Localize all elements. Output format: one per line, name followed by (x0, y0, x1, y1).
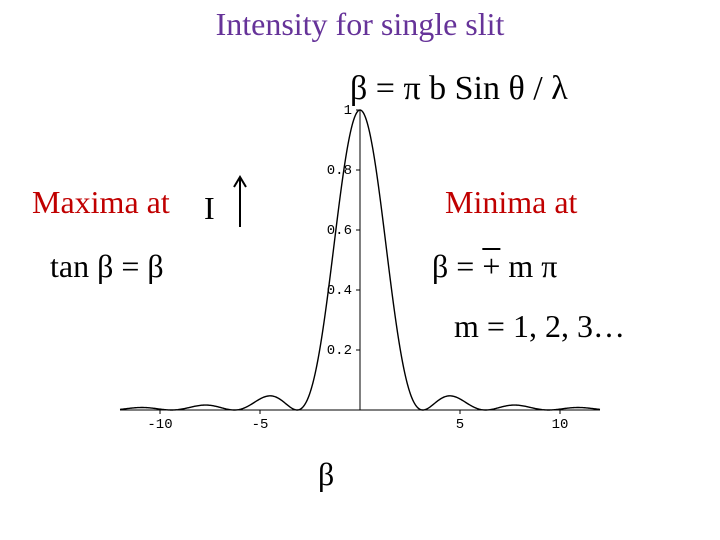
svg-text:5: 5 (456, 417, 464, 433)
svg-text:0.6: 0.6 (327, 223, 352, 239)
svg-text:0.2: 0.2 (327, 343, 352, 359)
svg-text:1: 1 (344, 103, 352, 119)
svg-text:0.8: 0.8 (327, 163, 352, 179)
sinc-intensity-chart: -10 -5 5 10 0.2 0.4 0.6 0.8 1 (80, 96, 620, 436)
svg-text:0.4: 0.4 (327, 283, 352, 299)
x-axis-label: β (318, 456, 334, 493)
svg-text:-5: -5 (252, 417, 269, 433)
svg-text:10: 10 (552, 417, 569, 433)
page-title: Intensity for single slit (0, 6, 720, 43)
svg-text:-10: -10 (147, 417, 172, 433)
